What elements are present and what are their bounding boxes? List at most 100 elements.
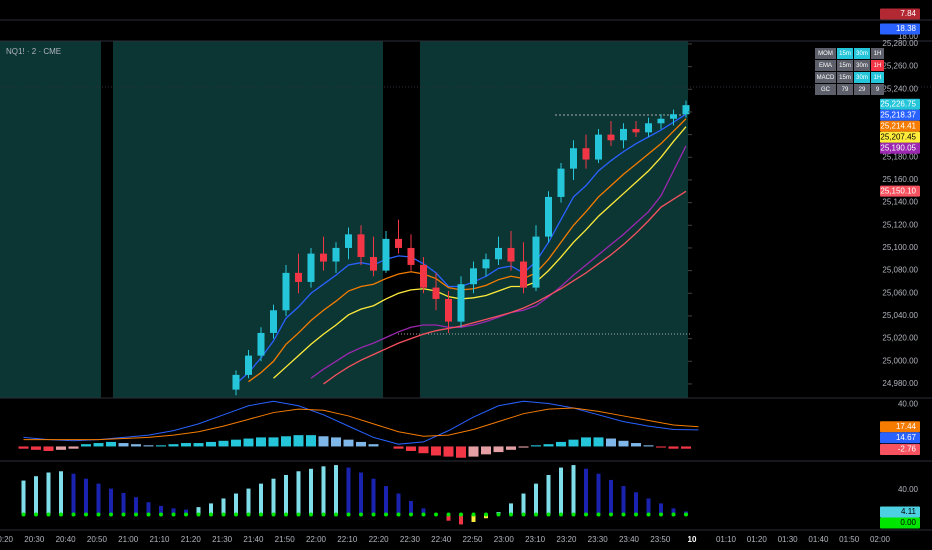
candle-body [620,128,627,141]
x-tick-label: 21:20 [181,535,202,544]
table-cell-text: 15m [839,75,851,81]
macd-bar [331,437,341,447]
candle-body [282,272,290,311]
price-badge-label: 0.00 [900,518,916,527]
osc-bar [559,467,563,515]
table-cell [871,72,884,83]
squeeze-dot [171,512,176,517]
osc-bar [59,471,63,515]
macd-bar [468,446,479,457]
candle-body [320,253,327,262]
macd-bar [531,445,541,447]
squeeze-dot [271,512,276,517]
candle-body [407,247,415,265]
macd-bar [656,446,666,448]
x-tick-label: 23:30 [588,535,609,544]
osc-bar [84,478,88,515]
macd-bar [543,444,554,447]
price-badge [880,23,920,35]
osc-bar [634,492,638,515]
table-cell [837,84,853,95]
price-badge-label: 25,218.37 [880,110,916,119]
x-tick-label: 23:40 [619,535,640,544]
osc-bar [34,476,38,515]
macd-bar [106,441,116,447]
squeeze-dot [146,512,151,517]
osc-bar [359,472,363,515]
table-row-label: MOM [818,51,833,57]
osc-bar [534,483,538,515]
macd-bar [631,443,641,447]
candle-body [345,234,352,248]
squeeze-dot [571,512,576,517]
price-badge [880,109,920,121]
symbol: NQ1! · 2 · CME [6,47,61,56]
macd-bar [493,446,504,453]
macd-bar [393,446,404,449]
macd-bar [431,446,441,456]
candle-body [357,234,365,258]
candle-body [595,134,602,160]
squeeze-dot [309,512,313,517]
price-badge-label: 25,207.45 [880,132,916,141]
table-cell-text: 1H [874,51,882,57]
osc-bar [409,500,413,515]
squeeze-dot [134,512,138,517]
squeeze-dot [209,512,213,517]
x-tick-label: 21:50 [275,535,296,544]
price-badge-label: 7.84 [900,9,916,18]
price-badge [880,506,920,518]
macd-bar [568,439,579,447]
osc-bar [109,488,113,515]
candle-body [332,247,340,262]
macd-line [23,407,699,441]
osc-bar [159,505,163,515]
candle-body [670,114,677,119]
osc-bar [346,467,351,515]
macd-bar [281,436,291,447]
candle-body [370,257,377,271]
price-badge [880,444,920,456]
squeeze-dot [246,512,251,517]
table-cell [871,60,884,71]
table-cell-text: 1H [874,63,882,69]
y-tick-label: 25,180.00 [882,152,918,161]
macd-bar [306,435,316,447]
price-badge [880,421,920,433]
x-tick-label: 22:30 [400,535,421,544]
table-cell [837,60,853,71]
candle-body [382,238,390,271]
osc-bar [209,503,213,515]
candle-body [470,268,477,285]
x-tick-label: 01:40 [808,535,829,544]
ema-line [323,190,687,385]
squeeze-dot [296,512,301,517]
x-tick-label: 22:40 [431,535,452,544]
macd-bar [181,443,191,447]
x-tick-label: 01:30 [778,535,799,544]
table-cell-text: 15m [839,51,851,57]
osc-bar [259,483,263,515]
table-cell-text: 15m [839,63,851,69]
osc-bar [596,473,601,515]
squeeze-dot [609,512,613,517]
osc-bar [571,465,576,515]
macd-bar [668,446,679,449]
candle-body [582,148,590,160]
candle-body [245,355,252,375]
candle-body [395,238,402,248]
macd-bar [231,439,241,447]
osc-bar [121,492,126,515]
squeeze-dot [221,512,226,517]
top-scale-label: 18.00 [898,32,919,41]
osc-bar [646,498,651,515]
macd-bar [131,444,141,447]
macd-bar [456,446,466,458]
candle-body [482,259,490,269]
ema-line [310,145,687,379]
macd-bar [68,446,79,449]
macd-bar [518,446,529,448]
price-badge [880,131,920,143]
candle-body [507,247,515,262]
osc-bar [271,478,276,515]
